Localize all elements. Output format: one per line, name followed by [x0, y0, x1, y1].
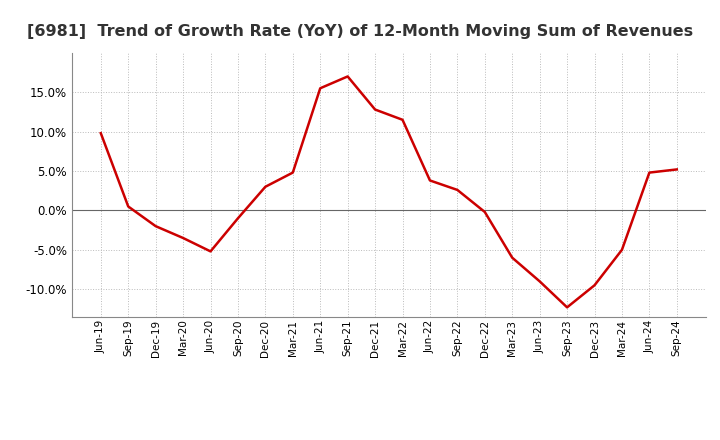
Text: [6981]  Trend of Growth Rate (YoY) of 12-Month Moving Sum of Revenues: [6981] Trend of Growth Rate (YoY) of 12-…: [27, 24, 693, 39]
